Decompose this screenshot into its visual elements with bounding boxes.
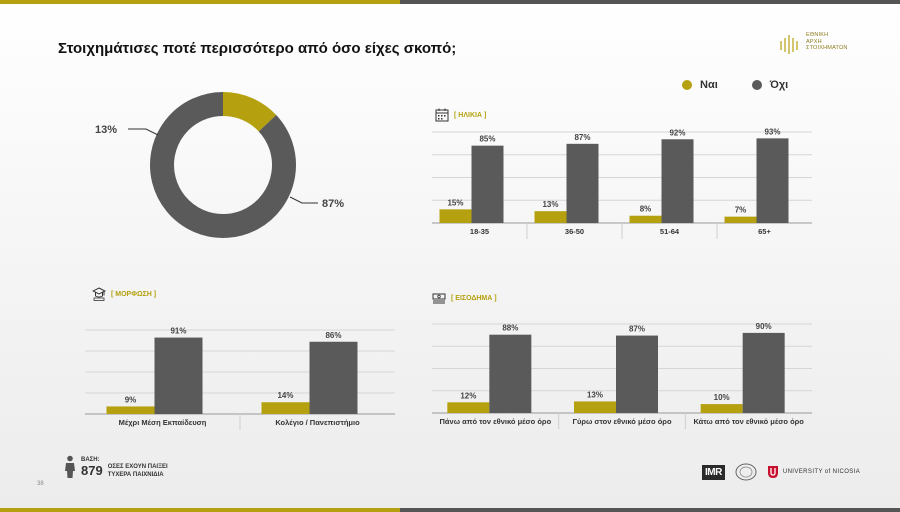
legend-item-yes: Ναι	[682, 79, 718, 91]
category-label: Πάνω από τον εθνικό μέσο όρο	[440, 417, 552, 426]
bar-όχι-65	[756, 138, 789, 223]
data-label-όχι-κολέγιο-πανεπιστήμιο: 86%	[325, 331, 341, 340]
category-label: Γύρω στον εθνικό μέσο όρο	[572, 417, 671, 426]
logo-line-1: ΕΘΝΙΚΗ	[806, 32, 829, 38]
seal-icon	[735, 463, 757, 481]
person-icon	[65, 455, 75, 478]
income-section-title: [ ΕΙΣΟΔΗΜΑ ]	[451, 294, 497, 302]
bar-ναι-36-50	[534, 211, 567, 223]
bar-όχι-κολέγιο-πανεπιστήμιο	[309, 341, 358, 414]
data-label-ναι-51-64: 8%	[640, 205, 652, 214]
bar-ναι-18-35	[439, 209, 472, 223]
data-label-ναι-18-35: 15%	[447, 198, 463, 207]
data-label-όχι-65: 93%	[764, 127, 780, 136]
category-label: Μέχρι Μέση Εκπαίδευση	[119, 418, 207, 427]
authority-logo: ΕΘΝΙΚΗ ΑΡΧΗ ΣΤΟΙΧΗΜΑΤΩΝ	[778, 32, 848, 56]
education-section-label: [ ΜΟΡΦΩΣΗ ]	[92, 287, 156, 301]
age-section-title: [ ΗΛΙΚΙΑ ]	[454, 111, 487, 119]
category-label: 65+	[758, 227, 771, 236]
bar-ναι-πάνω-από-τον-εθνικό-μέσο-όρο	[447, 402, 490, 413]
bar-ναι-μέχρι-μέση-εκπαίδευση	[106, 406, 155, 414]
donut-slice-ναι	[222, 92, 277, 132]
legend-label-yes: Ναι	[700, 79, 718, 91]
bar-όχι-πάνω-από-τον-εθνικό-μέσο-όρο	[489, 334, 532, 413]
donut-leader-line-no	[289, 196, 318, 204]
base-label: ΒΑΣΗ:	[81, 456, 100, 463]
income-section-label: [ ΕΙΣΟΔΗΜΑ ]	[432, 291, 497, 305]
bar-ναι-65	[724, 216, 757, 223]
data-label-όχι-γύρω-στον-εθνικό-μέσο-όρο: 87%	[629, 325, 645, 334]
age-section-label: [ ΗΛΙΚΙΑ ]	[435, 108, 486, 122]
data-label-όχι-πάνω-από-τον-εθνικό-μέσο-όρο: 88%	[502, 324, 518, 333]
bar-όχι-κάτω-από-τον-εθνικό-μέσο-όρο	[742, 332, 785, 413]
base-number: 879	[81, 462, 103, 478]
category-label: 36-50	[565, 227, 584, 236]
wheat-emblem-icon	[780, 35, 798, 54]
category-label: 51-64	[660, 227, 680, 236]
data-label-ναι-65: 7%	[735, 206, 747, 215]
page-title: Στοιχημάτισες ποτέ περισσότερο από όσο ε…	[58, 40, 457, 57]
bar-ναι-κολέγιο-πανεπιστήμιο	[261, 402, 310, 414]
data-label-ναι-πάνω-από-τον-εθνικό-μέσο-όρο: 12%	[460, 391, 476, 400]
page-number: 38	[37, 481, 44, 487]
data-label-ναι-κάτω-από-τον-εθνικό-μέσο-όρο: 10%	[714, 393, 730, 402]
base-description-line-2: ΤΥΧΕΡΑ ΠΑΙΧΝΙΔΙΑ	[107, 472, 164, 478]
bar-ναι-κάτω-από-τον-εθνικό-μέσο-όρο	[700, 404, 743, 413]
university-name: UNIVERSITY of NICOSIA	[782, 469, 861, 475]
university-shield-icon	[767, 466, 778, 478]
graduation-cap-icon	[92, 287, 106, 301]
category-label: Κάτω από τον εθνικό μέσο όρο	[693, 417, 804, 426]
donut-label-no: 87%	[322, 198, 344, 210]
data-label-όχι-κάτω-από-τον-εθνικό-μέσο-όρο: 90%	[756, 322, 772, 331]
data-label-όχι-18-35: 85%	[479, 135, 495, 144]
donut-label-yes: 13%	[95, 124, 117, 136]
donut-slice-όχι	[150, 92, 296, 238]
bar-ναι-γύρω-στον-εθνικό-μέσο-όρο	[574, 401, 616, 413]
data-label-ναι-κολέγιο-πανεπιστήμιο: 14%	[277, 391, 293, 400]
data-label-όχι-μέχρι-μέση-εκπαίδευση: 91%	[170, 327, 186, 336]
category-label: 18-35	[470, 227, 489, 236]
overall-donut-chart: 13% 87%	[95, 92, 344, 238]
top-accent-bar	[0, 0, 900, 4]
data-label-όχι-36-50: 87%	[574, 133, 590, 142]
bar-όχι-μέχρι-μέση-εκπαίδευση	[154, 337, 203, 414]
education-section-title: [ ΜΟΡΦΩΣΗ ]	[111, 290, 157, 298]
donut-leader-line-yes	[128, 128, 159, 136]
university-logo: UNIVERSITY of NICOSIA	[767, 465, 860, 479]
age-bar-chart: 15% 85% 18-35 13% 87% 36-50 8% 92% 51-64 7% 93% 65+	[432, 127, 812, 239]
logo-line-3: ΣΤΟΙΧΗΜΑΤΩΝ	[806, 45, 848, 51]
education-bar-chart: 9% 91% Μέχρι Μέση Εκπαίδευση 14% 86% Κολέγιο …	[85, 327, 395, 430]
data-label-ναι-36-50: 13%	[542, 200, 558, 209]
bar-όχι-18-35	[471, 145, 504, 223]
logo-line-2: ΑΡΧΗ	[806, 38, 822, 45]
data-label-ναι-μέχρι-μέση-εκπαίδευση: 9%	[125, 395, 137, 404]
sample-base: ΒΑΣΗ: 879 ΟΣΕΣ ΕΧΟΥΝ ΠΑΙΞΕΙ ΤΥΧΕΡΑ ΠΑΙΧΝ…	[64, 455, 168, 479]
data-label-ναι-γύρω-στον-εθνικό-μέσο-όρο: 13%	[587, 390, 603, 399]
data-label-όχι-51-64: 92%	[669, 128, 685, 137]
legend-item-no: Όχι	[751, 79, 789, 91]
partner-logos: IMR UNIVERSITY of NICOSIA	[702, 463, 860, 481]
legend-swatch-no	[751, 80, 762, 90]
imr-logo: IMR	[702, 464, 725, 480]
bar-όχι-γύρω-στον-εθνικό-μέσο-όρο	[616, 335, 658, 413]
bar-ναι-51-64	[629, 215, 662, 223]
calendar-icon	[435, 108, 449, 122]
bar-όχι-36-50	[566, 143, 599, 223]
base-description-line-1: ΟΣΕΣ ΕΧΟΥΝ ΠΑΙΞΕΙ	[107, 464, 168, 470]
bottom-accent-bar	[0, 508, 900, 512]
income-bar-chart: 12% 88% Πάνω από τον εθνικό μέσο όρο 13% 87%…	[432, 322, 812, 429]
legend-swatch-yes	[682, 80, 692, 90]
legend-label-no: Όχι	[769, 79, 789, 91]
legend: Ναι Όχι	[682, 79, 822, 91]
category-label: Κολέγιο / Πανεπιστήμιο	[275, 418, 360, 427]
bar-όχι-51-64	[661, 139, 694, 223]
money-stack-icon	[432, 293, 446, 304]
